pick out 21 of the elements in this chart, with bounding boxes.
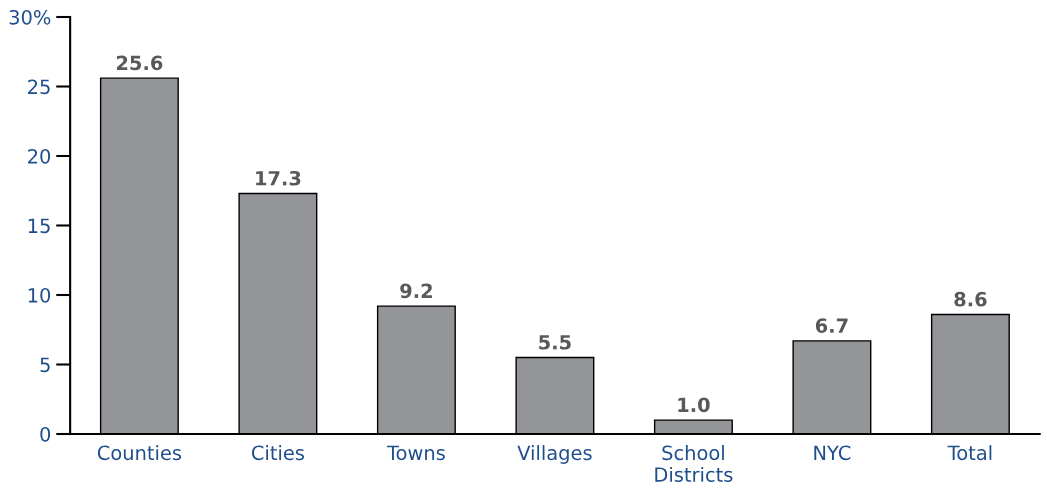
x-tick-label: NYC: [814, 445, 851, 461]
data-label: 1.0: [678, 397, 710, 413]
y-tick-label: 30%: [9, 9, 51, 25]
x-tick-label: Villages: [517, 445, 592, 464]
data-label: 25.6: [116, 55, 163, 71]
data-label: 6.7: [815, 318, 848, 333]
x-tick-label: Total: [947, 445, 992, 461]
y-tick-label: 10: [28, 287, 51, 303]
y-tick-label: 15: [28, 218, 50, 234]
x-tick-label: Towns: [386, 445, 445, 461]
x-tick-label: Counties: [97, 445, 182, 461]
data-label: 5.5: [539, 335, 571, 350]
x-tick-label: Cities: [251, 445, 304, 461]
data-label: 9.2: [400, 283, 432, 299]
y-tick-label: 0: [40, 426, 51, 442]
y-tick-label: 20: [28, 148, 51, 164]
y-tick-label: 5: [40, 357, 50, 373]
data-label: 17.3: [256, 170, 301, 186]
x-tick-label: School Districts: [655, 445, 733, 482]
data-label: 8.6: [954, 291, 987, 307]
y-tick-label: 25: [28, 79, 50, 95]
